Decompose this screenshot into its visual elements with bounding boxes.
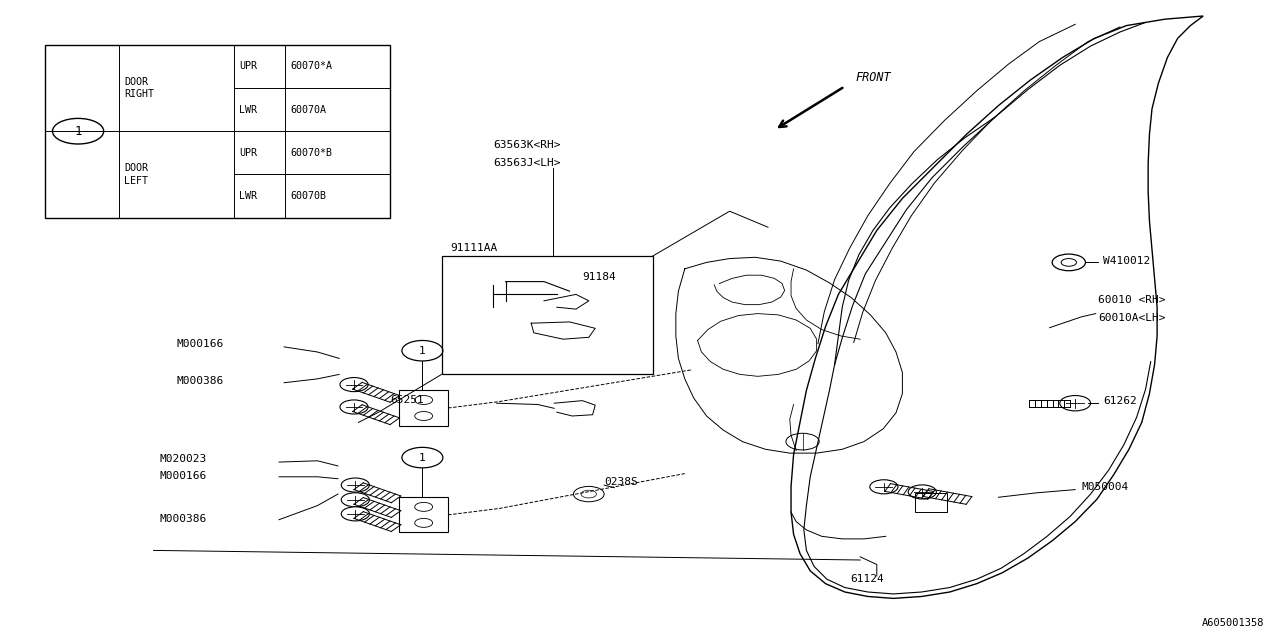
Bar	[399, 390, 448, 426]
Text: 60070*B: 60070*B	[291, 148, 333, 158]
Text: 61124: 61124	[850, 575, 883, 584]
Text: 60010A<LH>: 60010A<LH>	[1098, 314, 1166, 323]
Circle shape	[870, 480, 899, 494]
Text: 63563J<LH>: 63563J<LH>	[493, 159, 561, 168]
Text: M000386: M000386	[160, 513, 207, 524]
Circle shape	[342, 493, 370, 507]
Text: 1: 1	[74, 125, 82, 138]
Circle shape	[340, 378, 369, 392]
Text: M050004: M050004	[1082, 482, 1129, 492]
Circle shape	[342, 478, 370, 492]
Text: LWR: LWR	[239, 191, 257, 201]
Text: M000386: M000386	[177, 376, 224, 386]
Bar	[399, 497, 448, 532]
Text: DOOR
RIGHT: DOOR RIGHT	[124, 77, 154, 99]
Text: 1: 1	[419, 346, 426, 356]
Text: M000166: M000166	[160, 471, 207, 481]
Bar	[442, 256, 653, 374]
Text: M020023: M020023	[160, 454, 207, 464]
Text: FRONT: FRONT	[855, 72, 891, 84]
Text: A605001358: A605001358	[1202, 618, 1265, 628]
Text: 0238S: 0238S	[604, 477, 637, 487]
Text: 1: 1	[419, 452, 426, 463]
Text: UPR: UPR	[239, 148, 257, 158]
Text: 61262: 61262	[1103, 397, 1137, 406]
Text: 60070A: 60070A	[291, 104, 326, 115]
Bar	[915, 493, 947, 512]
Text: 65251: 65251	[390, 396, 424, 405]
Text: 91184: 91184	[582, 273, 616, 282]
Circle shape	[1060, 396, 1091, 411]
Text: 63563K<RH>: 63563K<RH>	[493, 141, 561, 150]
Text: 60070B: 60070B	[291, 191, 326, 201]
Circle shape	[909, 485, 937, 499]
Circle shape	[342, 507, 370, 521]
Text: 60070*A: 60070*A	[291, 61, 333, 72]
Circle shape	[340, 400, 369, 414]
Text: 91111AA: 91111AA	[451, 243, 498, 253]
Bar	[45, 45, 390, 218]
Text: M000166: M000166	[177, 339, 224, 349]
Text: 60010 <RH>: 60010 <RH>	[1098, 296, 1166, 305]
Text: DOOR
LEFT: DOOR LEFT	[124, 163, 148, 186]
Text: LWR: LWR	[239, 104, 257, 115]
Text: W410012: W410012	[1103, 256, 1151, 266]
Text: UPR: UPR	[239, 61, 257, 72]
